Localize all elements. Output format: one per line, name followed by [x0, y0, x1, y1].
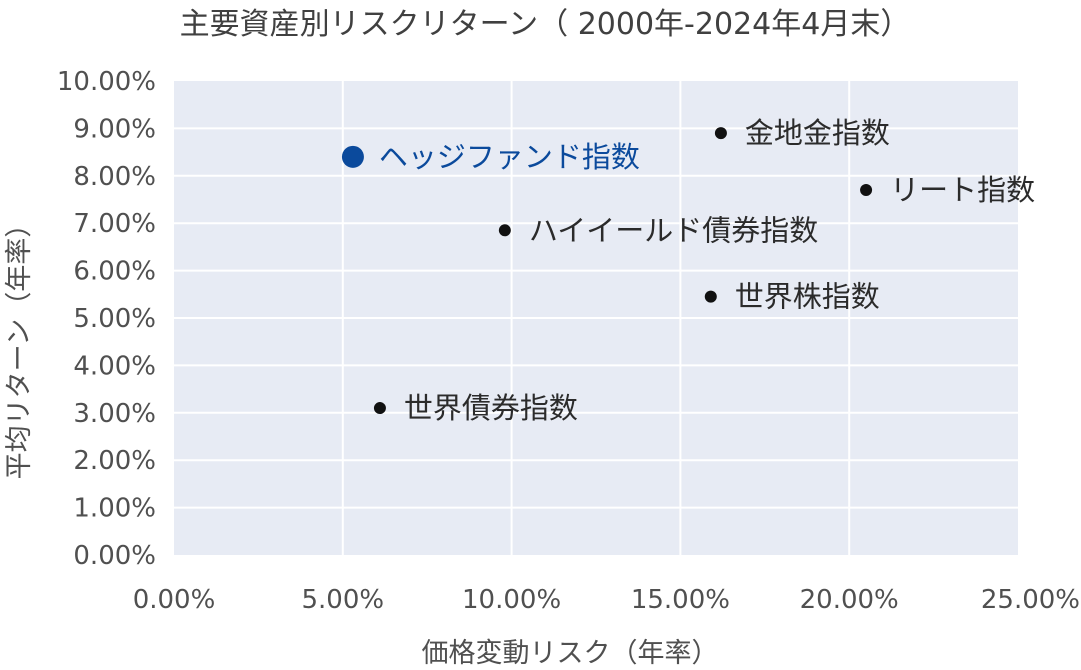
data-point [704, 290, 717, 303]
highlight-data-point [341, 145, 364, 168]
data-point [860, 184, 873, 197]
y-tick-label: 9.00% [73, 114, 156, 144]
x-tick-label: 10.00% [462, 585, 561, 615]
x-tick-label: 25.00% [981, 585, 1080, 615]
chart-title: 主要資産別リスクリターン（ 2000年-2024年4月末） [180, 7, 911, 42]
y-axis-title: 平均リターン（年率） [4, 211, 35, 480]
x-axis-title: 価格変動リスク（年率） [422, 638, 719, 669]
x-tick-label: 15.00% [631, 585, 730, 615]
y-tick-label: 5.00% [73, 304, 156, 334]
x-tick-label: 5.00% [301, 585, 384, 615]
y-tick-label: 0.00% [73, 541, 156, 571]
data-point-label: ハイイールド債券指数 [529, 213, 818, 247]
y-tick-label: 8.00% [73, 162, 156, 192]
y-tick-label: 4.00% [73, 351, 156, 381]
x-axis-ticks: 0.00% 5.00% 10.00% 15.00% 20.00% 25.00% [133, 585, 1080, 615]
gridlines [174, 81, 1018, 555]
data-point [498, 224, 511, 237]
y-tick-label: 6.00% [73, 257, 156, 287]
x-tick-label: 20.00% [800, 585, 899, 615]
data-point [373, 402, 386, 415]
x-tick-label: 0.00% [133, 585, 216, 615]
data-point-label: リート指数 [890, 173, 1035, 207]
y-tick-label: 1.00% [73, 494, 156, 524]
y-tick-label: 7.00% [73, 209, 156, 239]
data-point-label: 世界株指数 [735, 280, 880, 314]
data-point-label: 世界債券指数 [404, 391, 578, 425]
data-point-label: ヘッジファンド指数 [379, 140, 640, 174]
y-tick-label: 10.00% [57, 67, 156, 97]
data-point [714, 127, 727, 140]
data-point-label: 金地金指数 [745, 116, 890, 150]
y-tick-label: 3.00% [73, 399, 156, 429]
y-axis-ticks: 0.00% 1.00% 2.00% 3.00% 4.00% 5.00% 6.00% 7.00%… [57, 67, 156, 571]
y-tick-label: 2.00% [73, 446, 156, 476]
